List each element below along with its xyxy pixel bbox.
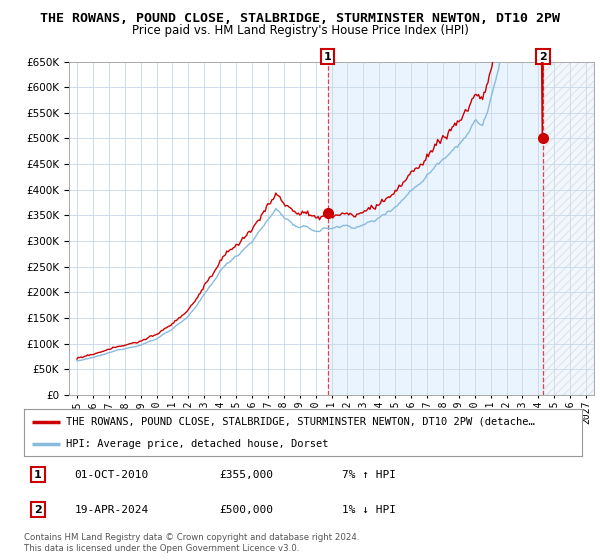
Text: THE ROWANS, POUND CLOSE, STALBRIDGE, STURMINSTER NEWTON, DT10 2PW: THE ROWANS, POUND CLOSE, STALBRIDGE, STU… xyxy=(40,12,560,25)
Text: 7% ↑ HPI: 7% ↑ HPI xyxy=(342,470,396,479)
Text: 01-OCT-2010: 01-OCT-2010 xyxy=(74,470,148,479)
Text: 2: 2 xyxy=(34,505,42,515)
Text: 19-APR-2024: 19-APR-2024 xyxy=(74,505,148,515)
Text: £500,000: £500,000 xyxy=(220,505,273,515)
Text: £355,000: £355,000 xyxy=(220,470,273,479)
Text: Contains HM Land Registry data © Crown copyright and database right 2024.
This d: Contains HM Land Registry data © Crown c… xyxy=(24,533,359,553)
Text: 2: 2 xyxy=(539,52,547,62)
Text: THE ROWANS, POUND CLOSE, STALBRIDGE, STURMINSTER NEWTON, DT10 2PW (detache…: THE ROWANS, POUND CLOSE, STALBRIDGE, STU… xyxy=(66,417,535,427)
Text: 1: 1 xyxy=(323,52,331,62)
Bar xyxy=(328,62,543,395)
Text: 1: 1 xyxy=(34,470,42,479)
Text: Price paid vs. HM Land Registry's House Price Index (HPI): Price paid vs. HM Land Registry's House … xyxy=(131,24,469,37)
Text: 1% ↓ HPI: 1% ↓ HPI xyxy=(342,505,396,515)
Text: HPI: Average price, detached house, Dorset: HPI: Average price, detached house, Dors… xyxy=(66,438,328,449)
Bar xyxy=(543,62,594,395)
